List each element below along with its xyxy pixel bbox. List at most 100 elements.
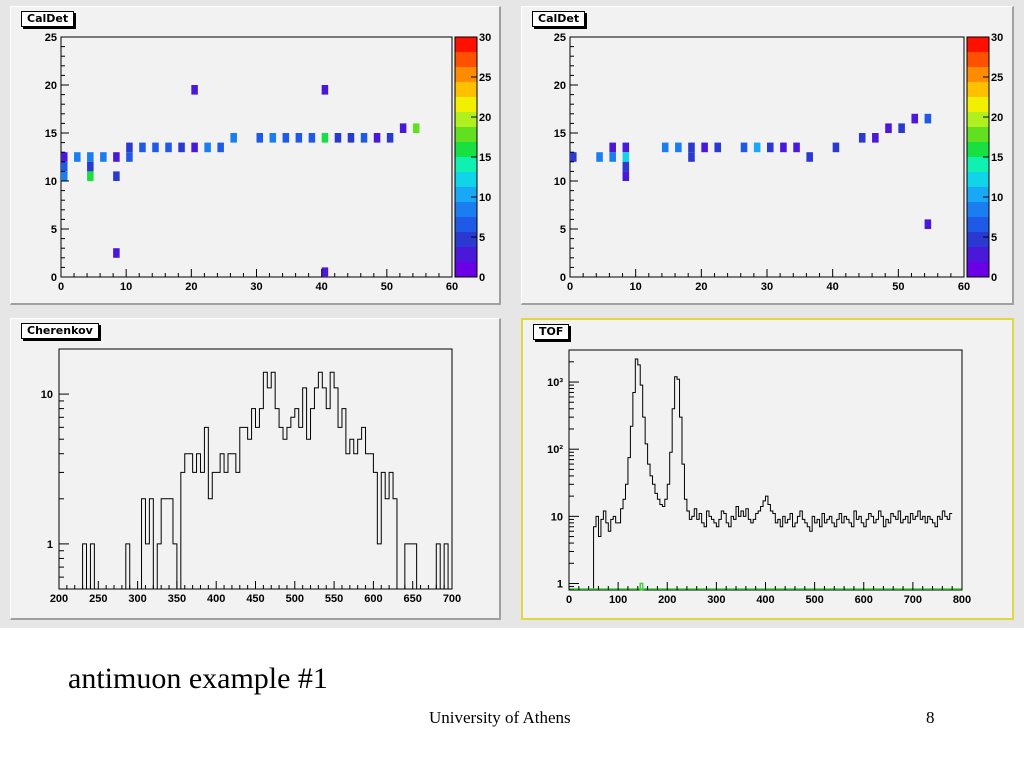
x-tick-label: 500: [286, 593, 304, 605]
x-tick-label: 30: [761, 281, 773, 293]
heatmap-cell: [806, 152, 813, 162]
palette-swatch: [455, 82, 477, 97]
slide-footer: University of Athens: [429, 708, 571, 727]
palette-swatch: [967, 67, 989, 82]
cherenkov-pad[interactable]: 200 250 300 350 400 450 500 550 600 650 700 1 10 Che…: [10, 318, 501, 620]
x-tick-label: 200: [658, 594, 676, 606]
x-tick-label: 50: [381, 281, 393, 293]
heatmap-cell: [165, 142, 172, 153]
x-tick-label: 40: [827, 281, 839, 293]
caldet-left-pad[interactable]: 0 10 20 30 40 50 60 0 5 10 15 20 25 0 5 10 15 20 25 30 CalD…: [10, 6, 501, 305]
heatmap-cell: [308, 133, 316, 143]
root-canvas: 0 10 20 30 40 50 60 0 5 10 15 20 25 0 5 10 15 20 25 30 CalD…: [0, 0, 1024, 628]
palette-swatch: [455, 217, 477, 232]
heatmap-cell: [688, 142, 695, 153]
palette-swatch: [455, 127, 477, 142]
heatmap-cell: [87, 161, 94, 172]
heatmap-cell: [622, 152, 630, 162]
heatmap-cell: [347, 133, 355, 143]
x-tick-label: 550: [325, 593, 343, 605]
heatmap-cell: [622, 161, 630, 172]
y-tick-label: 15: [554, 128, 566, 140]
heatmap-cell: [701, 142, 708, 153]
heatmap-cell: [61, 152, 68, 162]
tof-pad[interactable]: 0 100 200 300 400 500 600 700 800 1 10 10² 10³ TOF: [521, 318, 1014, 620]
x-tick-label: 400: [207, 593, 225, 605]
x-tick-label: 0: [58, 281, 64, 293]
palette-swatch: [455, 112, 477, 127]
y-tick-label: 10: [41, 389, 53, 401]
caldet-left-plot: 0 10 20 30 40 50 60 0 5 10 15 20 25 0 5 10 15 20 25 30: [45, 32, 492, 293]
heatmap-cell: [334, 133, 342, 143]
heatmap-cell: [113, 152, 120, 162]
y-tick-label: 1: [557, 578, 563, 590]
x-tick-label: 200: [50, 593, 68, 605]
tof-plot: 0 100 200 300 400 500 600 700 800 1 10 10² 10³: [547, 349, 971, 606]
z-tick-label: 15: [991, 152, 1003, 164]
x-tick-label: 300: [707, 594, 725, 606]
palette-swatch: [455, 37, 477, 52]
heatmap-cell: [191, 142, 198, 153]
x-tick-label: 10: [120, 281, 132, 293]
palette-swatch: [455, 97, 477, 112]
heatmap-cell: [269, 133, 277, 143]
heatmap-cell: [399, 123, 407, 133]
x-tick-label: 20: [185, 281, 197, 293]
z-tick-label: 20: [991, 112, 1003, 124]
x-tick-label: 800: [953, 594, 971, 606]
y-tick-label: 10²: [547, 444, 563, 456]
y-tick-label: 25: [554, 32, 566, 44]
y-tick-label: 1: [47, 539, 53, 551]
heatmap-cell: [793, 142, 800, 153]
caldet-right-pad[interactable]: 0 10 20 30 40 50 60 0 5 10 15 20 25 0 5 10 15 20 25 30 CalD…: [521, 6, 1014, 305]
heatmap-cell: [139, 142, 146, 153]
tof-title: TOF: [533, 324, 570, 340]
x-tick-label: 0: [566, 594, 572, 606]
heatmap-cell: [74, 152, 81, 162]
z-tick-label: 30: [991, 32, 1003, 44]
heatmap-cell: [872, 133, 879, 143]
palette-swatch: [967, 157, 989, 172]
slide-page-number: 8: [926, 708, 935, 727]
heatmap-cell: [321, 85, 329, 95]
x-tick-label: 50: [892, 281, 904, 293]
heatmap-cell: [753, 142, 761, 153]
slide-caption: antimuon example #1: [68, 662, 328, 695]
x-tick-label: 40: [316, 281, 328, 293]
heatmap-cell: [924, 219, 932, 229]
heatmap-cell: [622, 142, 630, 153]
heatmap-cell: [858, 133, 866, 143]
heatmap-cell: [113, 248, 120, 258]
heatmap-cell: [178, 142, 185, 153]
y-tick-label: 5: [560, 224, 566, 236]
heatmap-cell: [832, 142, 840, 153]
z-tick-label: 5: [479, 232, 485, 244]
heatmap-cell: [609, 142, 616, 153]
palette-swatch: [967, 247, 989, 262]
heatmap-cell: [217, 142, 224, 153]
x-tick-label: 650: [404, 593, 422, 605]
x-tick-label: 100: [609, 594, 627, 606]
heatmap-cell: [596, 152, 603, 162]
y-tick-label: 20: [45, 80, 57, 92]
z-tick-label: 5: [991, 232, 997, 244]
caldet-left-title: CalDet: [21, 11, 75, 27]
palette-swatch: [967, 262, 989, 277]
heatmap-cell: [924, 113, 932, 124]
heatmap-cell: [360, 133, 368, 143]
heatmap-cell: [204, 142, 211, 153]
y-tick-label: 20: [554, 80, 566, 92]
z-tick-label: 25: [479, 72, 491, 84]
y-tick-label: 0: [560, 272, 566, 284]
x-tick-label: 10: [630, 281, 642, 293]
heatmap-cell: [740, 142, 748, 153]
heatmap-cell: [622, 171, 630, 181]
green-bin: [639, 582, 644, 591]
heatmap-cell: [885, 123, 892, 133]
heatmap-cell: [87, 171, 94, 181]
y-tick-label: 15: [45, 128, 57, 140]
palette-swatch: [455, 232, 477, 247]
heatmap-cell: [230, 133, 237, 143]
x-tick-label: 350: [168, 593, 186, 605]
x-tick-label: 0: [567, 281, 573, 293]
